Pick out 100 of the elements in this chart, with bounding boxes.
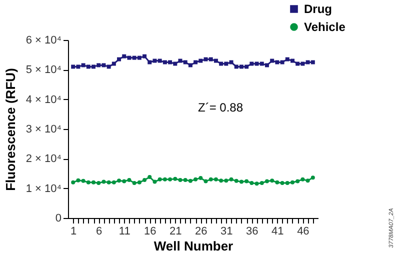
y-tick-label: 5 × 10⁴ [26,64,62,76]
point [102,180,106,184]
y-tick-label: 2 × 10⁴ [26,153,62,166]
point [117,57,122,62]
point [173,176,178,181]
point [152,58,157,63]
x-tick-label: 26 [195,226,208,238]
point [260,180,264,185]
point [306,178,310,183]
y-tick-label: 6 × 10⁴ [26,34,62,46]
point [198,176,203,180]
point [127,56,132,60]
point [183,178,188,182]
point [214,58,218,63]
point [198,58,203,63]
point [112,180,116,184]
x-tick-label: 21 [170,226,182,238]
point [285,57,290,62]
point [162,177,167,182]
point [106,64,111,69]
point [183,60,188,64]
point [71,64,76,69]
point [188,63,192,68]
y-tick-label: 3 × 10⁴ [26,124,62,136]
point [254,62,259,66]
point [244,179,249,184]
annotation: Z´= 0.88 [198,100,244,115]
y-tick-label: 4 × 10⁴ [26,94,62,106]
point [152,180,157,184]
point [96,63,101,68]
x-axis-title: Well Number [154,238,234,254]
point [310,176,315,180]
point [168,177,172,182]
point [92,180,96,184]
point [250,62,254,66]
point [250,180,254,185]
point [234,178,238,183]
point [76,64,80,69]
point [270,178,274,183]
point [148,175,152,180]
point [168,60,172,64]
legend-label: Drug [304,2,332,16]
point [229,177,234,182]
point [96,180,101,185]
point [162,60,167,64]
point [260,62,264,66]
point [137,180,142,184]
point [71,180,76,184]
point [296,179,300,184]
x-tick-label: 16 [144,226,156,238]
point [158,177,162,182]
point [106,180,111,184]
point [86,180,90,184]
point [300,62,305,66]
point [76,178,80,182]
point [280,60,284,64]
point [132,56,136,60]
point [296,62,300,66]
x-tick-label: 36 [246,226,258,238]
point [219,62,224,66]
point [178,178,182,182]
point [275,60,280,64]
point [214,177,218,182]
point [229,60,234,64]
point [81,178,86,183]
point [285,180,290,185]
point [194,177,198,182]
point [204,57,208,62]
point [86,64,90,69]
point [280,180,284,185]
point [127,178,132,182]
point [290,58,294,63]
point [208,177,213,182]
x-tick-label: 41 [272,226,284,238]
point [239,64,244,69]
point [148,60,152,64]
point [224,62,228,66]
point [173,62,178,66]
point [204,179,208,184]
point [310,60,315,64]
legend-label: Vehicle [304,20,346,34]
point [132,180,136,185]
point [300,177,305,182]
point [270,58,274,63]
point [92,64,96,69]
point [306,60,310,64]
y-axis-title: Fluorescence (RFU) [2,68,18,191]
point [158,58,162,63]
point [224,178,228,183]
y-tick-label: 0 [55,212,62,224]
x-tick-label: 46 [297,226,310,238]
point [239,180,244,184]
point [264,63,269,68]
point [81,63,86,68]
point [290,180,294,184]
point [264,179,269,184]
x-tick-label: 6 [96,226,102,238]
point [142,54,147,58]
point [112,62,116,66]
point [142,178,147,182]
